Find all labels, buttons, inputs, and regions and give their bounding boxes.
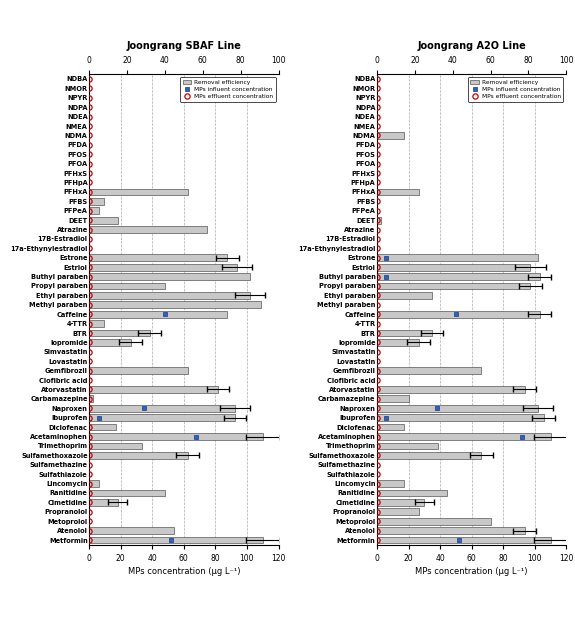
Bar xyxy=(377,264,530,271)
Bar xyxy=(89,480,98,487)
Bar xyxy=(377,311,540,318)
Bar xyxy=(377,292,432,299)
Bar xyxy=(89,254,227,261)
Bar xyxy=(89,499,117,506)
Legend: Removal efficiency, MPs influent concentration, MPs effluent concentration: Removal efficiency, MPs influent concent… xyxy=(179,77,275,102)
Bar xyxy=(377,132,404,139)
Bar xyxy=(89,424,116,430)
Bar xyxy=(89,443,142,449)
Bar xyxy=(377,405,538,412)
Bar xyxy=(377,490,447,496)
Legend: Removal efficiency, MPs influent concentration, MPs effluent concentration: Removal efficiency, MPs influent concent… xyxy=(467,77,564,102)
Bar xyxy=(89,198,104,205)
Bar xyxy=(89,292,250,299)
Bar xyxy=(89,189,187,195)
Bar xyxy=(377,414,543,421)
Bar xyxy=(377,499,424,506)
Title: Joongrang SBAF Line: Joongrang SBAF Line xyxy=(126,41,242,51)
Bar xyxy=(89,283,165,289)
Bar xyxy=(89,207,98,214)
X-axis label: MPs concentration (μg L⁻¹): MPs concentration (μg L⁻¹) xyxy=(128,567,240,576)
Bar xyxy=(377,330,432,336)
Bar xyxy=(377,443,438,449)
Bar xyxy=(377,273,540,280)
Bar xyxy=(89,405,235,412)
Bar xyxy=(377,396,409,402)
Bar xyxy=(89,537,263,543)
Bar xyxy=(89,301,262,308)
Bar xyxy=(377,217,381,223)
Bar xyxy=(377,189,419,195)
Bar xyxy=(377,339,419,346)
Bar xyxy=(377,452,481,459)
Bar xyxy=(89,433,263,440)
Bar xyxy=(377,518,490,524)
Bar xyxy=(89,414,235,421)
Bar xyxy=(377,424,404,430)
Bar xyxy=(89,386,218,393)
Bar xyxy=(89,264,237,271)
X-axis label: MPs concentration (μg L⁻¹): MPs concentration (μg L⁻¹) xyxy=(415,567,528,576)
Bar xyxy=(377,433,551,440)
Bar xyxy=(89,311,227,318)
Bar xyxy=(89,217,117,223)
Bar xyxy=(89,273,250,280)
Bar xyxy=(89,490,165,496)
Bar xyxy=(377,480,404,487)
Bar xyxy=(377,254,538,261)
Bar xyxy=(89,226,206,233)
Bar xyxy=(377,508,419,515)
Title: Joongrang A2O Line: Joongrang A2O Line xyxy=(417,41,526,51)
Bar xyxy=(377,537,551,543)
Bar xyxy=(377,386,525,393)
Bar xyxy=(89,396,93,402)
Bar xyxy=(89,527,174,534)
Bar xyxy=(377,367,481,374)
Bar xyxy=(89,452,187,459)
Bar xyxy=(89,330,150,336)
Bar xyxy=(377,283,530,289)
Bar xyxy=(89,320,104,327)
Bar xyxy=(89,339,131,346)
Bar xyxy=(377,527,525,534)
Bar xyxy=(89,367,187,374)
